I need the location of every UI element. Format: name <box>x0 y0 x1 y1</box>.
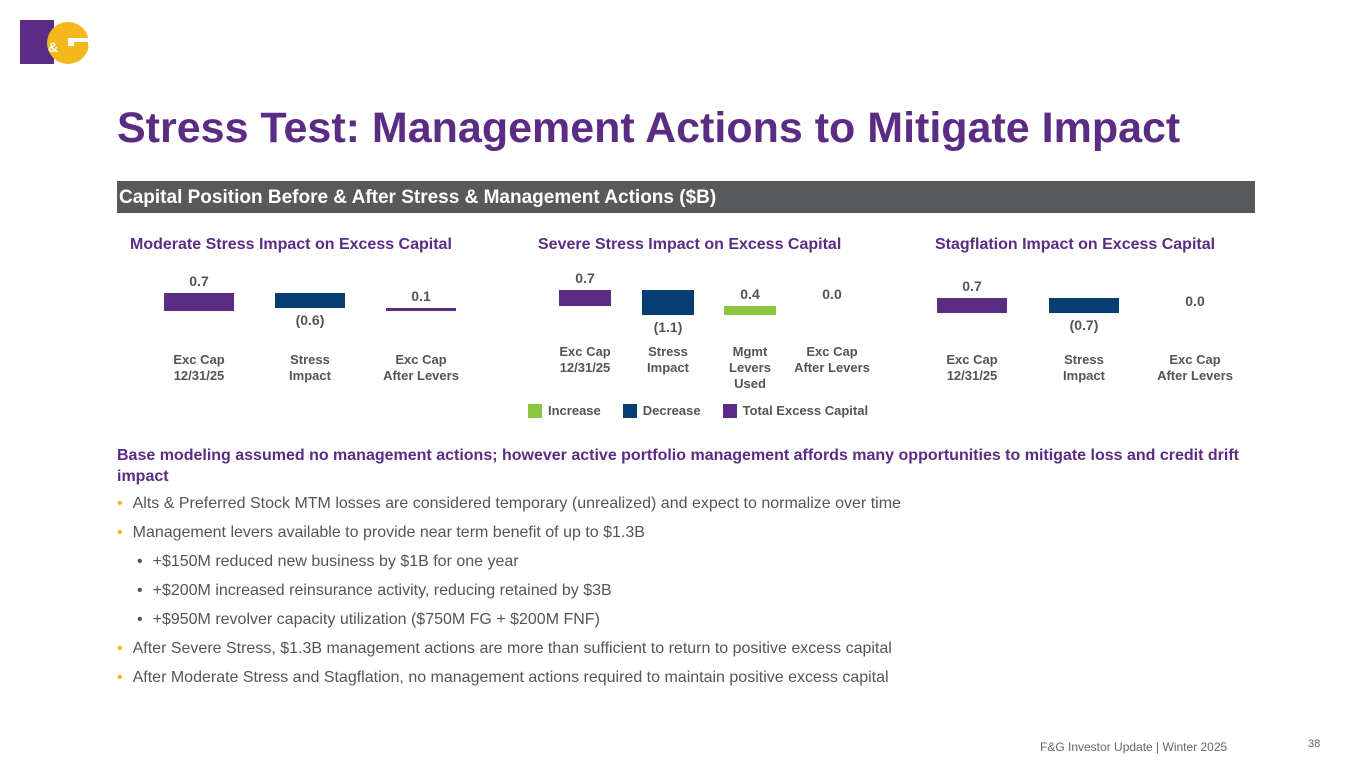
category-label: Exc Cap 12/31/25 <box>173 352 225 383</box>
category-label: Exc Cap After Levers <box>794 344 870 375</box>
bar-decrease <box>1049 297 1119 313</box>
chart-title: Severe Stress Impact on Excess Capital <box>538 236 842 253</box>
bullet-item: • +$200M increased reinsurance activity, … <box>137 582 612 600</box>
category-label: Mgmt Levers Used <box>729 344 771 391</box>
category-label: Stress Impact <box>289 352 331 383</box>
bar-decrease <box>275 292 345 309</box>
bullet-marker: • <box>137 611 143 628</box>
bullet-marker: • <box>117 640 123 657</box>
bullet-item: • After Severe Stress, $1.3B management a… <box>117 640 892 658</box>
intro-text: Base modeling assumed no management acti… <box>117 447 1239 485</box>
data-label: 0.7 <box>189 272 209 289</box>
legend-label: Decrease <box>642 403 701 418</box>
fg-logo: & <box>20 18 90 66</box>
bullet-item: • After Moderate Stress and Stagflation, … <box>117 669 889 687</box>
data-label: 0.4 <box>740 286 760 302</box>
bullet-item: • Alts & Preferred Stock MTM losses are c… <box>117 495 901 513</box>
section-header: Capital Position Before & After Stress &… <box>117 181 1255 213</box>
bullet-marker: • <box>117 524 123 541</box>
chart-legend: Increase Decrease Total Excess Capital <box>528 403 868 418</box>
category-label: Exc Cap After Levers <box>1157 352 1233 383</box>
data-label: 0.0 <box>822 286 842 302</box>
bullet-text: +$200M increased reinsurance activity, r… <box>152 582 612 599</box>
data-label: (0.6) <box>295 312 325 329</box>
data-label: 0.7 <box>575 269 595 286</box>
bullet-item: • +$950M revolver capacity utilization ($… <box>137 611 600 629</box>
bullet-marker: • <box>117 669 123 686</box>
svg-text:&: & <box>48 39 58 55</box>
category-label: Stress Impact <box>1063 352 1105 383</box>
bullet-text: After Moderate Stress and Stagflation, n… <box>132 669 889 686</box>
bullet-text: Alts & Preferred Stock MTM losses are co… <box>132 495 901 512</box>
legend-label: Total Excess Capital <box>742 403 869 418</box>
data-label: 0.7 <box>962 277 982 294</box>
bar-decrease <box>642 289 694 316</box>
bullet-marker: • <box>137 582 143 599</box>
bar-total <box>164 292 234 311</box>
category-label: Exc Cap After Levers <box>383 352 459 383</box>
legend-swatch <box>722 403 737 418</box>
bar-total <box>559 289 611 306</box>
bar-total <box>937 297 1007 313</box>
bullet-marker: • <box>137 553 143 570</box>
footer-text: F&G Investor Update | Winter 2025 <box>1040 740 1228 754</box>
category-label: Stress Impact <box>647 344 689 375</box>
bar-increase <box>724 306 776 316</box>
chart-title: Stagflation Impact on Excess Capital <box>935 236 1216 253</box>
legend-total: Total Excess Capital <box>722 403 869 418</box>
chart-title: Moderate Stress Impact on Excess Capital <box>130 236 452 253</box>
bullet-text: +$950M revolver capacity utilization ($7… <box>152 611 600 628</box>
bullet-marker: • <box>117 495 123 512</box>
legend-increase: Increase <box>528 403 601 418</box>
page-title: Stress Test: Management Actions to Mitig… <box>117 104 1181 152</box>
legend-swatch <box>622 403 637 418</box>
data-label: (0.7) <box>1069 317 1099 333</box>
category-label: Exc Cap 12/31/25 <box>946 352 998 383</box>
data-label: 0.0 <box>1185 293 1205 309</box>
bullet-item: • Management levers available to provide … <box>117 524 645 542</box>
bullet-text: +$150M reduced new business by $1B for o… <box>152 553 519 570</box>
page-number: 38 <box>1308 738 1321 750</box>
bullet-item: • +$150M reduced new business by $1B for … <box>137 553 519 571</box>
category-label: Exc Cap 12/31/25 <box>559 344 611 375</box>
data-label: (1.1) <box>653 319 683 336</box>
bullet-text: After Severe Stress, $1.3B management ac… <box>132 640 892 657</box>
bullet-text: Management levers available to provide n… <box>132 524 645 541</box>
legend-decrease: Decrease <box>622 403 701 418</box>
bar-total <box>386 308 456 311</box>
legend-swatch <box>528 403 542 418</box>
legend-label: Increase <box>548 403 601 418</box>
data-label: 0.1 <box>411 288 431 305</box>
